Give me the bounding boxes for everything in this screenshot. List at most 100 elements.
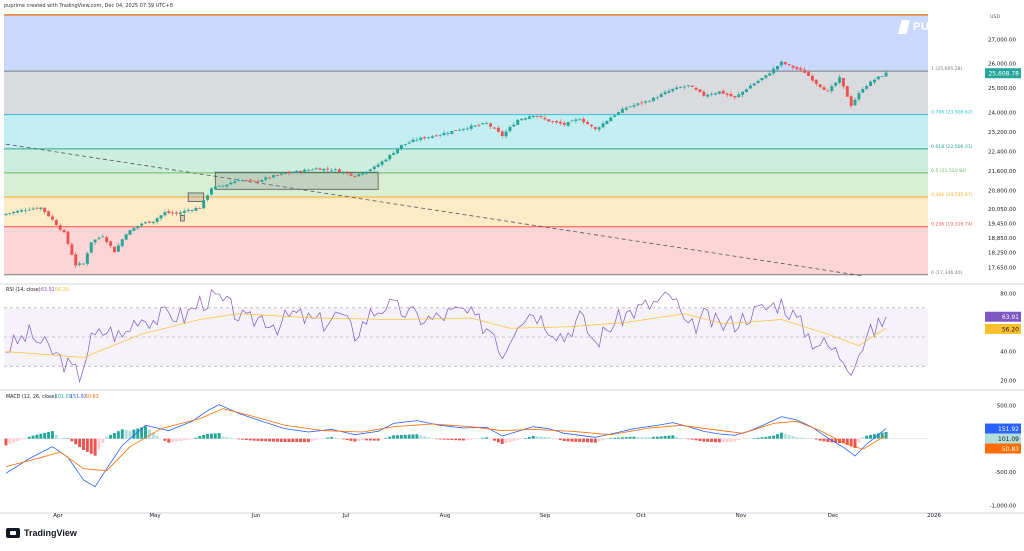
candle (880, 76, 884, 77)
candle (407, 142, 411, 144)
candle (182, 210, 186, 213)
rsi-legend-value: 63.91 (41, 287, 55, 293)
candle (349, 173, 353, 176)
candle (857, 93, 861, 100)
candle (748, 85, 752, 89)
candle (365, 171, 368, 174)
rsi-ma-line (5, 313, 887, 358)
macd-value-tag (985, 443, 1021, 454)
macd-histogram-bar (213, 433, 217, 439)
macd-histogram-bar (558, 438, 562, 441)
macd-histogram-bar (182, 438, 186, 441)
macd-histogram-bar (206, 434, 210, 439)
candle (8, 213, 12, 214)
macd-histogram-bar (268, 438, 272, 442)
x-tick-label: 2026 (927, 513, 941, 519)
macd-histogram-bar (682, 438, 686, 439)
macd-histogram-bar (260, 438, 264, 442)
macd-histogram-bar (795, 437, 799, 439)
candle (624, 107, 628, 110)
candle (764, 75, 768, 78)
candle (822, 87, 826, 90)
candle (655, 97, 659, 99)
y-tick-label: 20,050.00 (988, 207, 1016, 213)
candle (35, 207, 39, 209)
candle (283, 173, 287, 175)
macd-histogram-bar (256, 438, 260, 441)
macd-histogram-bar (415, 434, 419, 439)
candle (620, 108, 624, 113)
macd-histogram-bar (229, 437, 233, 439)
candle (632, 105, 636, 107)
candle (841, 78, 845, 87)
macd-histogram-bar (748, 438, 752, 439)
candle (686, 85, 690, 86)
candle (194, 208, 198, 211)
macd-histogram-bar (605, 438, 609, 440)
rsi-y-tick: 40.00 (1000, 350, 1016, 356)
macd-histogram-bar (516, 438, 520, 440)
macd-histogram-bar (698, 438, 702, 441)
macd-histogram-bar (531, 436, 535, 439)
candle (101, 236, 105, 238)
candle (702, 91, 706, 96)
candle (752, 83, 756, 86)
macd-histogram-bar (582, 438, 586, 443)
candle (520, 118, 524, 121)
candle (589, 124, 593, 127)
rsi-value-tag (985, 311, 1021, 322)
rsi-line (5, 288, 887, 384)
candle (167, 211, 171, 213)
macd-histogram-bar (520, 438, 524, 440)
candle (39, 207, 43, 210)
macd-histogram-bar (384, 438, 388, 439)
fib-zone (4, 71, 928, 115)
candle (244, 180, 248, 181)
macd-histogram-bar (465, 438, 469, 441)
brand-mark-icon (898, 20, 910, 34)
macd-histogram-bar (729, 438, 733, 442)
macd-histogram-bar (741, 438, 745, 439)
macd-histogram-bar (279, 438, 283, 442)
tradingview-logo[interactable]: TradingView (6, 528, 77, 538)
macd-histogram-bar (341, 438, 345, 440)
rsi-value-label: 63.91 (1002, 314, 1019, 321)
candle (144, 222, 147, 224)
macd-title: MACD (12, 26, close) (6, 394, 56, 400)
macd-histogram-bar (128, 430, 132, 439)
candle (838, 77, 842, 83)
macd-histogram-bar (427, 437, 431, 439)
candle (19, 210, 23, 212)
fib-level-label: 0.5 (21,520.84) (931, 168, 967, 174)
fib-level-label: 0.236 (19,316.74) (931, 222, 973, 228)
rsi-ma-value-label: 56.20 (1002, 326, 1019, 333)
y-tick-label: 26,000.00 (988, 62, 1016, 68)
candle (508, 126, 512, 132)
candle (93, 239, 97, 243)
candle (221, 185, 225, 187)
candle (392, 152, 396, 155)
macd-histogram-bar (318, 438, 322, 440)
candle (361, 173, 365, 175)
candle (729, 94, 733, 97)
rsi-title: RSI (14, close) (6, 287, 41, 293)
macd-histogram-bar (62, 438, 66, 440)
x-tick-label: Apr (53, 513, 63, 519)
macd-histogram-bar (845, 438, 849, 445)
candle (209, 188, 213, 195)
candle (310, 169, 314, 171)
candle (795, 67, 799, 70)
macd-signal-legend: 50.83 (85, 394, 99, 400)
candle (306, 169, 310, 171)
macd-histogram-bar (686, 438, 690, 440)
macd-histogram-bar (147, 429, 151, 439)
candle (295, 170, 299, 173)
candle (733, 96, 737, 98)
y-tick-label: 25,000.00 (988, 86, 1016, 92)
candle (865, 85, 869, 89)
candle (233, 181, 237, 184)
macd-histogram-bar (562, 438, 566, 442)
fib-level-label: 0.786 (23,908.62) (931, 110, 973, 116)
